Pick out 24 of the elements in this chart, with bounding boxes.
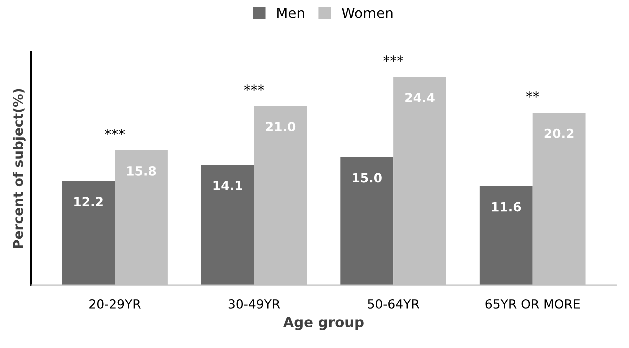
x-tick-label: 20-29YR <box>90 299 141 309</box>
text: *** <box>384 56 404 62</box>
annotation: *** <box>105 129 126 136</box>
bar <box>201 165 254 286</box>
data-label: 14.1 <box>214 181 242 190</box>
x-axis-title: Age group <box>283 317 364 330</box>
data-label: 20.2 <box>544 128 574 138</box>
legend-label: Men <box>278 8 304 18</box>
data-label: 12.2 <box>74 197 103 206</box>
x-tick-label: 50-64YR <box>368 299 420 309</box>
x-tick-label: 65YR OR MORE <box>486 299 580 309</box>
data-label: 21.0 <box>266 122 296 132</box>
bar <box>62 181 116 286</box>
data-label: 11.6 <box>492 202 522 212</box>
legend-label: Women <box>342 8 393 18</box>
data-label: 15.8 <box>127 166 156 176</box>
annotation: ** <box>526 91 540 98</box>
data-label: 24.4 <box>406 93 435 102</box>
y-axis-title: Percent of subject(%) <box>13 89 26 248</box>
bar <box>480 186 533 286</box>
x-tick-label: 30-49YR <box>228 299 280 309</box>
annotation: *** <box>244 84 264 91</box>
data-label: 15.0 <box>353 173 382 183</box>
bar <box>340 157 394 286</box>
